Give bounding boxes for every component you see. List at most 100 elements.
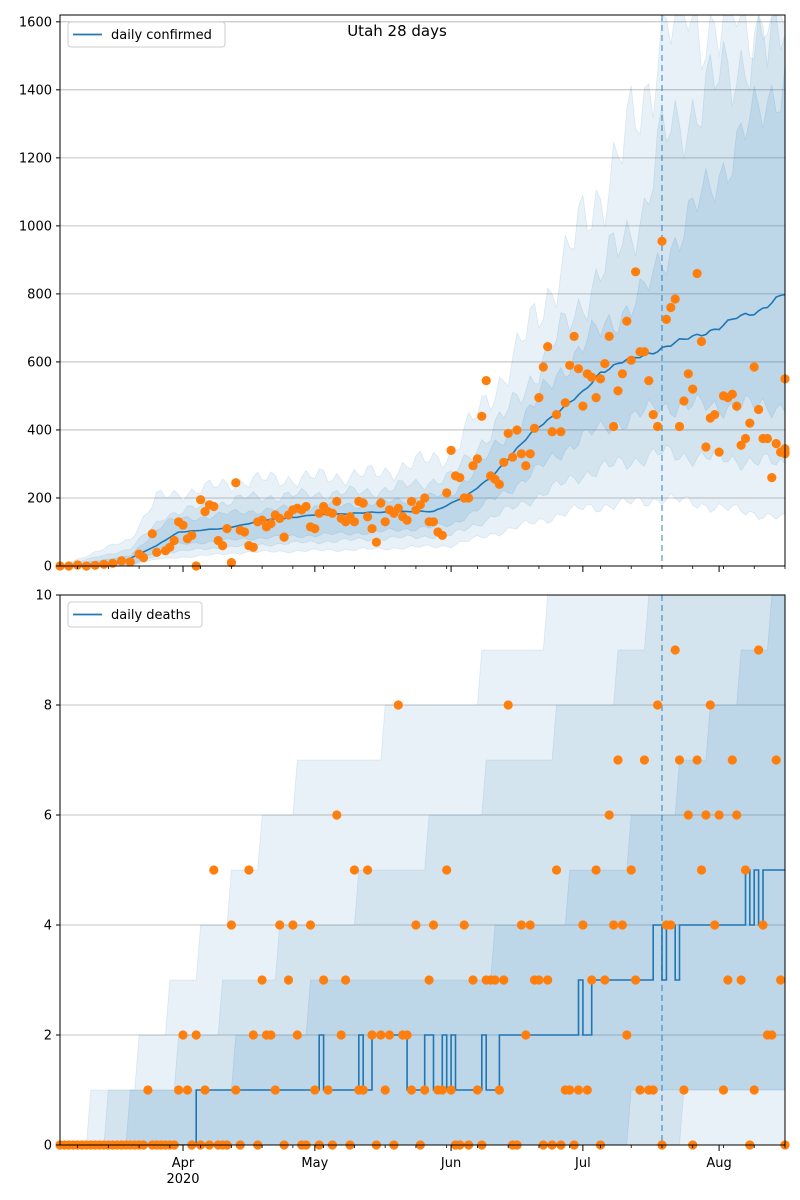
data-point [446,445,456,455]
chart-title: Utah 28 days [347,22,447,40]
data-point [490,975,500,985]
data-point [692,268,702,279]
data-point [283,975,294,985]
data-point [534,393,544,403]
data-point [732,401,742,411]
data-point [420,493,430,503]
data-point [560,398,570,408]
data-point [626,355,636,365]
data-point [336,1030,346,1040]
data-point [595,374,606,384]
data-point [266,518,276,529]
data-point [710,920,720,930]
data-point [424,975,434,985]
data-point [349,865,359,875]
data-point [688,384,698,394]
data-point [613,386,623,396]
data-point [332,810,342,820]
data-point [600,359,610,369]
x-tick-label: Jun [440,1156,461,1171]
observed-points [55,236,790,571]
data-point [600,975,610,985]
data-point [507,452,518,462]
data-point [740,433,751,444]
data-point [402,1030,412,1040]
data-point [165,542,175,552]
y-tick-label: 1200 [19,151,52,166]
data-point [617,920,628,930]
data-point [363,865,373,875]
data-point [609,421,619,432]
data-point [358,1085,368,1095]
data-point [516,449,527,459]
data-point [125,557,135,567]
data-point [310,524,320,534]
data-point [565,1085,575,1095]
data-point [503,700,513,710]
y-tick-label: 8 [44,699,52,714]
data-point [327,508,337,518]
deaths-panel: 0 2 4 6 8 10 daily deaths [35,589,790,1154]
data-point [573,364,584,374]
data-point [376,1030,386,1040]
y-tick-label: 1600 [19,15,52,30]
data-point [319,975,329,985]
data-point [292,1030,302,1040]
data-point [547,427,557,437]
data-point [534,975,544,985]
data-point [556,427,566,437]
plot-frame [59,594,786,1146]
data-point [108,558,118,568]
data-point [613,755,623,765]
data-point [231,478,241,488]
data-point [696,336,707,347]
data-point [174,1085,184,1095]
data-point [143,1085,153,1095]
data-point [446,1085,456,1095]
x-tick-label: Apr [172,1156,195,1171]
y-tick-label: 1400 [19,83,52,98]
y-tick-label: 600 [27,355,52,370]
data-point [626,865,636,875]
data-point [679,1085,689,1095]
data-point [732,810,742,820]
data-point [710,410,720,420]
data-point [442,488,452,498]
data-point [745,418,755,428]
data-point [657,236,667,246]
data-point [754,645,764,655]
data-point [169,535,179,546]
data-point [209,865,219,875]
data-point [200,507,210,517]
data-point [714,810,724,820]
data-point [543,342,553,352]
data-point [569,331,579,341]
data-point [191,1030,201,1040]
data-point [639,755,650,765]
data-point [551,410,562,420]
data-point [521,461,531,471]
data-point [538,362,548,372]
data-point [442,865,452,875]
data-point [481,376,491,386]
data-point [468,461,478,471]
data-point [310,1085,320,1095]
data-point [209,501,219,512]
data-point [178,520,188,530]
data-point [512,425,522,435]
data-point [670,294,680,304]
data-point [653,700,663,710]
data-point [609,920,619,930]
data-point [301,501,311,512]
data-point [767,473,777,483]
legend-box [67,21,226,48]
y-tick-label: 0 [44,560,52,575]
data-point [288,920,298,930]
legend-label: daily confirmed [111,28,212,43]
data-point [411,920,421,930]
data-point [464,493,474,503]
data-point [147,529,157,539]
legend: daily deaths [67,601,203,628]
data-point [257,515,267,525]
